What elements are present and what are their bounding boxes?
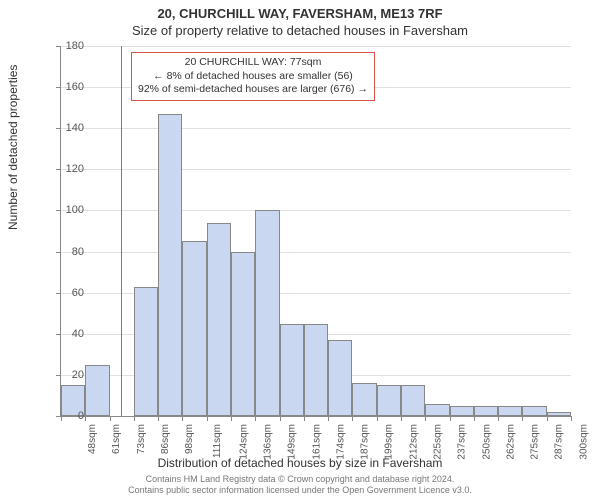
y-tick xyxy=(56,252,61,253)
x-tick-label: 237sqm xyxy=(457,424,468,460)
histogram-bar xyxy=(498,406,522,416)
y-tick-label: 120 xyxy=(66,163,84,175)
histogram-bar xyxy=(522,406,546,416)
histogram-bar xyxy=(377,385,401,416)
x-tick-label: 174sqm xyxy=(335,424,346,460)
x-tick xyxy=(280,416,281,421)
x-tick xyxy=(207,416,208,421)
histogram-bar xyxy=(474,406,498,416)
x-tick xyxy=(134,416,135,421)
histogram-bar xyxy=(352,383,376,416)
x-tick-label: 225sqm xyxy=(433,424,444,460)
histogram-bar xyxy=(450,406,474,416)
y-tick xyxy=(56,169,61,170)
x-tick xyxy=(182,416,183,421)
annotation-line: 92% of semi-detached houses are larger (… xyxy=(138,83,368,97)
footnote-line1: Contains HM Land Registry data © Crown c… xyxy=(0,474,600,485)
x-tick xyxy=(474,416,475,421)
x-tick xyxy=(328,416,329,421)
y-tick-label: 100 xyxy=(66,204,84,216)
histogram-bar xyxy=(182,241,206,416)
x-tick xyxy=(498,416,499,421)
annotation-box: 20 CHURCHILL WAY: 77sqm← 8% of detached … xyxy=(131,52,375,101)
annotation-line: ← 8% of detached houses are smaller (56) xyxy=(138,70,368,84)
gridline xyxy=(61,128,571,129)
x-tick xyxy=(450,416,451,421)
annotation-line: 20 CHURCHILL WAY: 77sqm xyxy=(138,56,368,70)
histogram-bar xyxy=(328,340,352,416)
x-tick xyxy=(401,416,402,421)
title-sub: Size of property relative to detached ho… xyxy=(0,21,600,38)
x-tick-label: 262sqm xyxy=(505,424,516,460)
x-tick-label: 275sqm xyxy=(530,424,541,460)
x-tick xyxy=(425,416,426,421)
x-tick-label: 136sqm xyxy=(263,424,274,460)
y-tick-label: 60 xyxy=(72,287,84,299)
x-tick xyxy=(231,416,232,421)
x-tick xyxy=(61,416,62,421)
histogram-bar xyxy=(547,412,571,416)
y-tick xyxy=(56,87,61,88)
histogram-bar xyxy=(255,210,279,416)
x-tick-label: 86sqm xyxy=(160,424,171,454)
chart-plot-area: 20 CHURCHILL WAY: 77sqm← 8% of detached … xyxy=(60,46,571,417)
x-tick xyxy=(377,416,378,421)
histogram-bar xyxy=(158,114,182,416)
x-tick xyxy=(255,416,256,421)
footnote: Contains HM Land Registry data © Crown c… xyxy=(0,474,600,496)
x-tick-label: 212sqm xyxy=(408,424,419,460)
y-tick xyxy=(56,375,61,376)
histogram-bar xyxy=(304,324,328,417)
x-tick-label: 300sqm xyxy=(578,424,589,460)
histogram-bar xyxy=(401,385,425,416)
x-tick-label: 250sqm xyxy=(481,424,492,460)
x-tick-label: 187sqm xyxy=(360,424,371,460)
histogram-bar xyxy=(280,324,304,417)
y-tick-label: 80 xyxy=(72,246,84,258)
x-tick xyxy=(158,416,159,421)
x-tick-label: 61sqm xyxy=(111,424,122,454)
histogram-bar xyxy=(231,252,255,416)
y-tick-label: 0 xyxy=(78,410,84,422)
histogram-bar xyxy=(207,223,231,416)
x-tick-label: 124sqm xyxy=(238,424,249,460)
x-tick-label: 161sqm xyxy=(311,424,322,460)
y-tick xyxy=(56,128,61,129)
histogram-bar xyxy=(134,287,158,417)
y-axis-label: Number of detached properties xyxy=(6,65,20,230)
x-tick-label: 287sqm xyxy=(554,424,565,460)
title-main: 20, CHURCHILL WAY, FAVERSHAM, ME13 7RF xyxy=(0,0,600,21)
histogram-bar xyxy=(85,365,109,416)
gridline xyxy=(61,252,571,253)
gridline xyxy=(61,210,571,211)
y-tick-label: 160 xyxy=(66,81,84,93)
y-tick-label: 20 xyxy=(72,369,84,381)
x-tick xyxy=(304,416,305,421)
y-tick-label: 40 xyxy=(72,328,84,340)
y-tick xyxy=(56,334,61,335)
histogram-bar xyxy=(425,404,449,416)
x-tick-label: 98sqm xyxy=(184,424,195,454)
y-tick xyxy=(56,293,61,294)
y-tick xyxy=(56,210,61,211)
x-tick-label: 111sqm xyxy=(213,424,224,458)
property-marker-line xyxy=(121,46,122,416)
x-tick-label: 149sqm xyxy=(287,424,298,460)
x-tick xyxy=(85,416,86,421)
y-tick xyxy=(56,46,61,47)
y-tick-label: 140 xyxy=(66,122,84,134)
x-tick xyxy=(352,416,353,421)
gridline xyxy=(61,46,571,47)
y-tick-label: 180 xyxy=(66,40,84,52)
x-tick xyxy=(547,416,548,421)
chart-container: 20, CHURCHILL WAY, FAVERSHAM, ME13 7RF S… xyxy=(0,0,600,500)
gridline xyxy=(61,169,571,170)
x-tick-label: 73sqm xyxy=(136,424,147,454)
x-tick xyxy=(110,416,111,421)
x-tick-label: 199sqm xyxy=(384,424,395,460)
footnote-line2: Contains public sector information licen… xyxy=(0,485,600,496)
x-tick-label: 48sqm xyxy=(87,424,98,454)
x-tick xyxy=(522,416,523,421)
x-tick xyxy=(571,416,572,421)
